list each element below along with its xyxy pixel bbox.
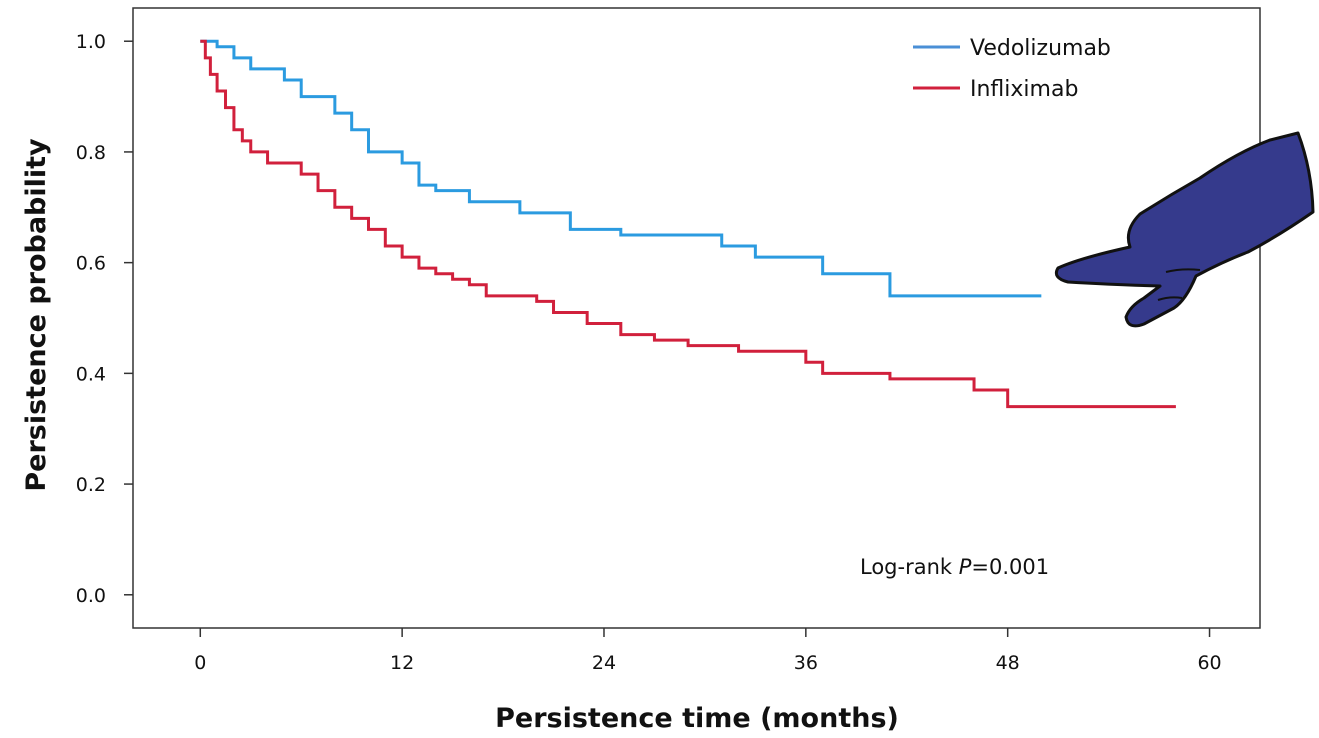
x-tick-label: 60 (1197, 652, 1221, 674)
series-line-vedolizumab (200, 39, 1042, 298)
y-axis-label: Persistence probability (21, 138, 52, 492)
pointing-hand-icon (1054, 131, 1315, 328)
y-tick-label: 0.4 (76, 363, 106, 385)
legend-label-infliximab: Infliximab (970, 77, 1078, 102)
legend-label-vedolizumab: Vedolizumab (970, 36, 1111, 61)
y-axis-ticks: 0.0 0.2 0.4 0.6 0.8 1.0 (76, 31, 133, 607)
y-tick-label: 0.2 (76, 474, 106, 496)
log-rank-annotation: Log-rank P=0.001 (860, 555, 1049, 579)
plot-frame (132, 7, 1261, 629)
x-tick-label: 36 (794, 652, 818, 674)
y-tick-label: 0.6 (76, 253, 106, 275)
series-line-infliximab (200, 39, 1176, 409)
x-tick-label: 12 (390, 652, 414, 674)
y-tick-label: 0.8 (76, 142, 106, 164)
y-tick-label: 1.0 (76, 31, 106, 53)
x-axis-ticks: 0 12 24 36 48 60 (194, 628, 1222, 674)
y-tick-label: 0.0 (76, 585, 106, 607)
x-tick-label: 48 (996, 652, 1020, 674)
legend: Vedolizumab Infliximab (913, 36, 1111, 102)
x-tick-label: 24 (592, 652, 616, 674)
series-layer (200, 39, 1176, 409)
x-tick-label: 0 (194, 652, 206, 674)
x-axis-label: Persistence time (months) (495, 703, 899, 734)
